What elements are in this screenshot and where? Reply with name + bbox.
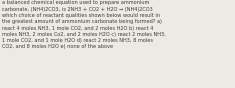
Text: a balanced chemical equation used to prepare ammonium
carbonate, (NH4)2CO3, is 2: a balanced chemical equation used to pre… (2, 0, 166, 49)
